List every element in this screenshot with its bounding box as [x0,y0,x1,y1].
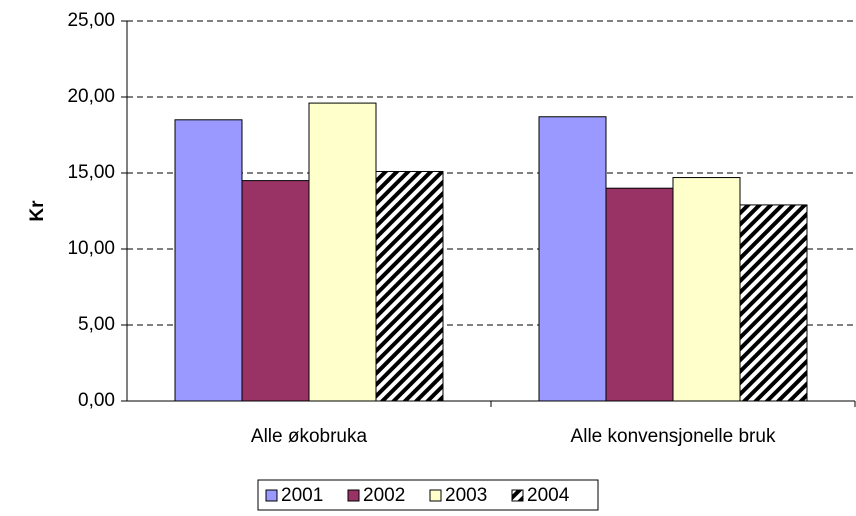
bar [174,119,243,402]
x-tick-label: Alle konvensjonelle bruk [571,426,776,447]
bar [241,180,310,402]
y-tick-label: 10,00 [67,238,115,259]
y-tick-label: 0,00 [78,390,115,411]
bar [538,116,607,402]
legend-box [257,479,599,511]
legend-label: 2004 [527,485,570,506]
y-tick-label: 20,00 [67,86,115,107]
legend-swatch [347,489,360,502]
y-axis-label: Kr [27,200,48,222]
legend-label: 2003 [445,485,487,506]
y-tick-label: 15,00 [67,162,115,183]
legend-swatch [429,489,442,502]
bar [605,187,674,402]
legend-swatch [265,489,278,502]
legend-label: 2001 [281,485,323,506]
bar [739,204,808,402]
bar [672,177,741,402]
legend-label: 2002 [363,485,405,506]
bar [308,102,377,402]
bar [375,170,444,402]
x-tick-label: Alle økobruka [251,426,368,447]
y-tick-label: 5,00 [78,314,115,335]
y-tick-label: 25,00 [67,10,115,31]
legend-swatch [511,489,524,502]
